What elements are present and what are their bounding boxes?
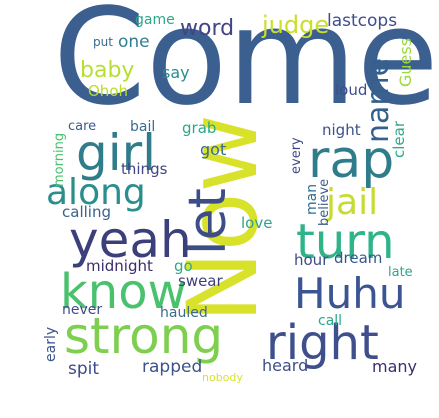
word-love: love [241, 214, 273, 232]
word-come: Come [53, 0, 439, 135]
word-jail: jail [326, 182, 379, 223]
word-hour: hour [294, 251, 329, 269]
word-go: go [174, 257, 193, 275]
word-strong: strong [64, 307, 224, 365]
word-swear: swear [178, 272, 223, 290]
word-put: put [93, 35, 113, 49]
word-things: things [121, 160, 168, 178]
word-call: call [318, 313, 343, 329]
word-girl: girl [76, 124, 157, 182]
word-know: know [60, 264, 187, 320]
word-hauled: hauled [160, 305, 208, 321]
word-loud: loud [335, 81, 368, 99]
word-right: right [266, 315, 379, 371]
word-ohoh: Ohoh [88, 82, 128, 100]
word-guess: Guess [396, 37, 415, 87]
word-rap: rap [308, 130, 395, 190]
word-say: say [162, 63, 190, 82]
word-game: game [135, 12, 175, 28]
word-believe: believe [317, 178, 332, 226]
word-midnight: midnight [86, 257, 153, 275]
word-baby: baby [80, 58, 135, 83]
word-morning: morning [52, 132, 67, 187]
word-many: many [372, 357, 417, 376]
word-late: late [388, 265, 413, 280]
word-early: early [43, 326, 59, 362]
word-turn: turn [296, 214, 395, 270]
word-one: one [118, 32, 150, 52]
word-huhu: Huhu [294, 269, 406, 318]
word-word: word [180, 16, 235, 41]
word-calling: calling [62, 203, 111, 221]
word-spit: spit [68, 359, 100, 379]
word-bail: bail [130, 119, 156, 135]
word-clear: clear [390, 120, 408, 158]
word-rapped: rapped [142, 357, 203, 377]
word-along: along [46, 172, 146, 213]
word-care: care [68, 119, 97, 134]
word-heard: heard [262, 356, 309, 375]
word-dream: dream [334, 249, 383, 267]
word-got: got [200, 140, 227, 159]
word-grab: grab [182, 119, 217, 137]
word-lastcops: lastcops [327, 11, 398, 31]
word-nobody: nobody [202, 371, 243, 384]
word-judge: judge [262, 11, 330, 39]
word-yeah: yeah [69, 211, 192, 269]
word-night: night [322, 121, 361, 139]
word-never: never [62, 302, 103, 318]
word-every: every [289, 137, 304, 174]
